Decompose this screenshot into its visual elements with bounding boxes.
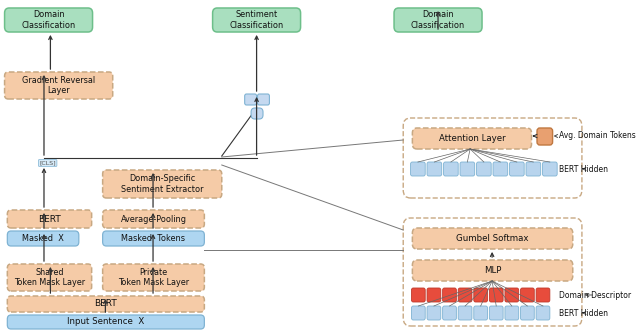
FancyBboxPatch shape xyxy=(509,162,524,176)
FancyBboxPatch shape xyxy=(4,8,93,32)
FancyBboxPatch shape xyxy=(477,162,491,176)
FancyBboxPatch shape xyxy=(520,306,534,320)
FancyBboxPatch shape xyxy=(474,288,488,302)
Text: Gradient Reversal
Layer: Gradient Reversal Layer xyxy=(22,76,95,95)
FancyBboxPatch shape xyxy=(543,162,557,176)
Text: Avg. Domain Tokens: Avg. Domain Tokens xyxy=(555,131,636,141)
FancyBboxPatch shape xyxy=(427,306,441,320)
Text: Domain
Classification: Domain Classification xyxy=(411,10,465,30)
FancyBboxPatch shape xyxy=(412,228,573,249)
Text: Masked  Tokens: Masked Tokens xyxy=(122,234,186,243)
FancyBboxPatch shape xyxy=(490,306,503,320)
Text: BERT Hidden: BERT Hidden xyxy=(559,164,608,174)
Text: Average-Pooling: Average-Pooling xyxy=(120,214,186,223)
FancyBboxPatch shape xyxy=(526,162,541,176)
FancyBboxPatch shape xyxy=(474,306,488,320)
FancyBboxPatch shape xyxy=(244,94,257,105)
FancyBboxPatch shape xyxy=(412,260,573,281)
Text: Domain Descriptor: Domain Descriptor xyxy=(559,290,631,300)
FancyBboxPatch shape xyxy=(4,72,113,99)
FancyBboxPatch shape xyxy=(536,306,550,320)
FancyBboxPatch shape xyxy=(102,231,204,246)
FancyBboxPatch shape xyxy=(394,8,482,32)
FancyBboxPatch shape xyxy=(493,162,508,176)
FancyBboxPatch shape xyxy=(410,162,425,176)
FancyBboxPatch shape xyxy=(536,288,550,302)
FancyBboxPatch shape xyxy=(412,306,425,320)
FancyBboxPatch shape xyxy=(490,288,503,302)
Text: Domain
Classification: Domain Classification xyxy=(22,10,76,30)
Text: Private
Token Mask Layer: Private Token Mask Layer xyxy=(118,268,189,287)
FancyBboxPatch shape xyxy=(7,296,204,312)
FancyBboxPatch shape xyxy=(251,108,263,119)
FancyBboxPatch shape xyxy=(505,288,518,302)
Text: Gumbel Softmax: Gumbel Softmax xyxy=(456,234,529,243)
Text: Shared
Token Mask Layer: Shared Token Mask Layer xyxy=(14,268,85,287)
FancyBboxPatch shape xyxy=(102,170,222,198)
FancyBboxPatch shape xyxy=(257,94,269,105)
FancyBboxPatch shape xyxy=(458,306,472,320)
Text: Masked  X: Masked X xyxy=(22,234,64,243)
FancyBboxPatch shape xyxy=(7,264,92,291)
FancyBboxPatch shape xyxy=(7,210,92,228)
FancyBboxPatch shape xyxy=(443,306,456,320)
Text: [CLS]: [CLS] xyxy=(39,160,56,166)
Text: BERT Hidden: BERT Hidden xyxy=(559,309,608,317)
Text: BERT: BERT xyxy=(95,300,117,309)
FancyBboxPatch shape xyxy=(7,231,79,246)
FancyBboxPatch shape xyxy=(212,8,301,32)
FancyBboxPatch shape xyxy=(427,288,441,302)
FancyBboxPatch shape xyxy=(443,288,456,302)
Text: Sentiment
Classification: Sentiment Classification xyxy=(230,10,284,30)
Text: Input Sentence  X: Input Sentence X xyxy=(67,317,145,326)
Text: Attention Layer: Attention Layer xyxy=(438,134,505,143)
FancyBboxPatch shape xyxy=(412,128,531,149)
Text: Domain-Specific
Sentiment Extractor: Domain-Specific Sentiment Extractor xyxy=(121,174,204,194)
FancyBboxPatch shape xyxy=(102,264,204,291)
FancyBboxPatch shape xyxy=(444,162,458,176)
FancyBboxPatch shape xyxy=(427,162,442,176)
FancyBboxPatch shape xyxy=(520,288,534,302)
Text: BERT: BERT xyxy=(38,214,61,223)
FancyBboxPatch shape xyxy=(505,306,518,320)
FancyBboxPatch shape xyxy=(537,128,552,145)
FancyBboxPatch shape xyxy=(102,210,204,228)
FancyBboxPatch shape xyxy=(412,288,425,302)
FancyBboxPatch shape xyxy=(458,288,472,302)
Text: MLP: MLP xyxy=(484,266,501,275)
FancyBboxPatch shape xyxy=(460,162,475,176)
FancyBboxPatch shape xyxy=(7,315,204,329)
